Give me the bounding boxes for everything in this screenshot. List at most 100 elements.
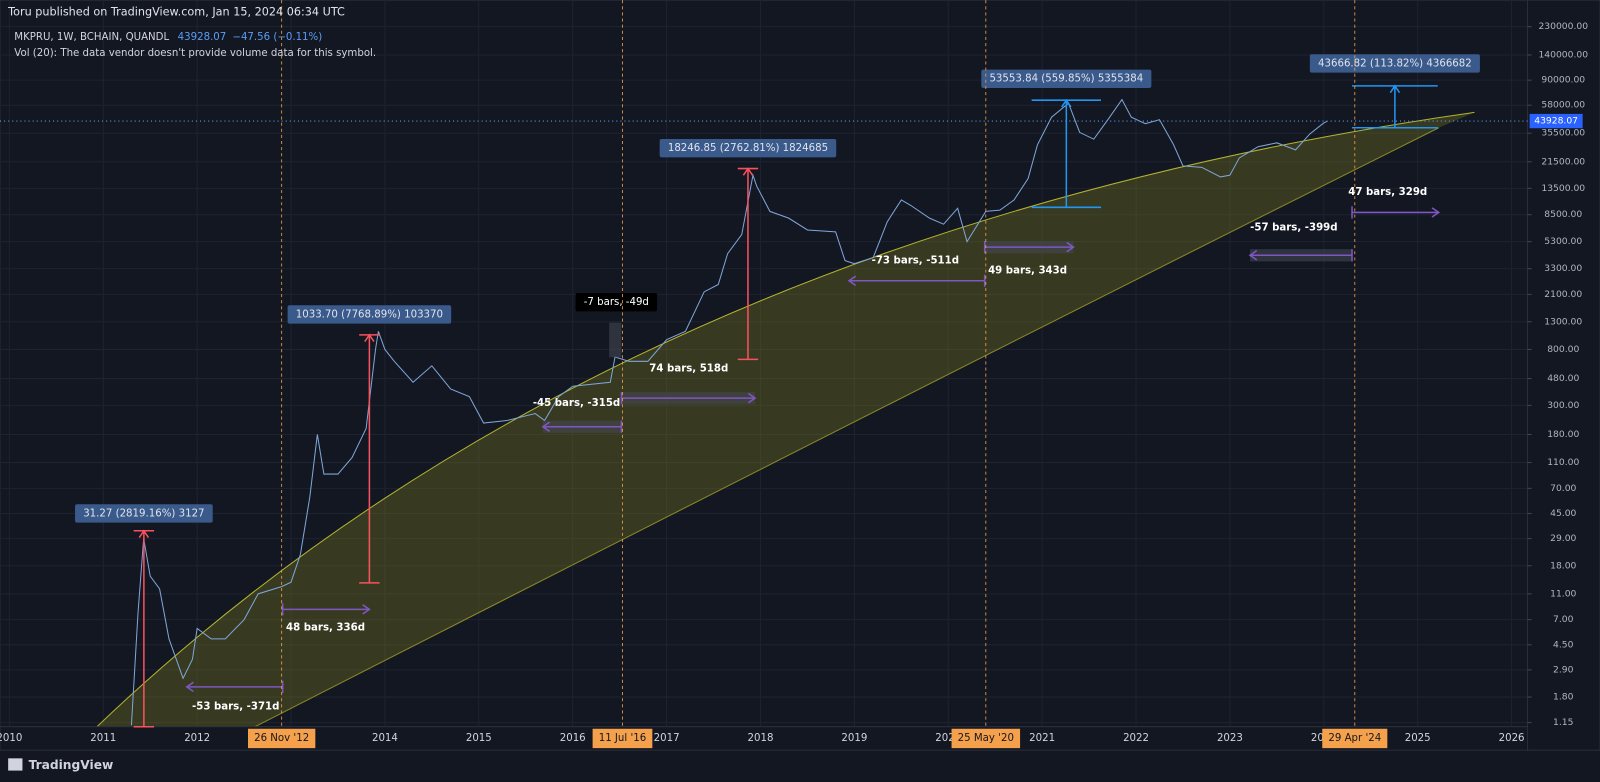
brand-logo	[8, 758, 23, 771]
band-upper	[96, 111, 1475, 728]
time-annotation: 48 bars, 336d	[286, 623, 365, 634]
y-tick-label: 480.00	[1547, 373, 1579, 384]
y-tick-label: 800.00	[1547, 344, 1579, 355]
price-annotation: 31.27 (2819.16%) 3127	[83, 508, 204, 519]
x-axis-panel	[0, 726, 1529, 751]
x-tick-label: 2010	[0, 733, 22, 744]
time-arrow-head	[362, 604, 371, 615]
time-arrow-head	[847, 275, 857, 287]
y-tick-label: 2.90	[1553, 664, 1574, 675]
x-tick-label: 2012	[184, 733, 210, 744]
range-arrow-head	[1389, 84, 1401, 94]
range-arrow-head	[138, 529, 150, 538]
time-annotation: -57 bars, -399d	[1250, 223, 1337, 234]
y-tick-label: 35500.00	[1541, 128, 1585, 139]
price-annotation-box	[287, 305, 452, 324]
x-tick-label: 2016	[560, 733, 586, 744]
price-annotation-box	[659, 138, 837, 158]
date-marker-box	[592, 728, 653, 749]
date-marker-label: 26 Nov '12	[254, 733, 309, 744]
grid	[0, 0, 1528, 727]
y-tick-label: 11.00	[1550, 588, 1576, 599]
header-change: −47.56 (−0.11%)	[232, 32, 322, 43]
y-tick-label: 180.00	[1547, 429, 1579, 440]
date-marker-box	[247, 728, 316, 749]
x-tick-label: 2025	[1405, 733, 1431, 744]
y-tick-label: 90000.00	[1541, 75, 1585, 86]
brand: TradingView	[29, 758, 114, 772]
y-tick-label: 8500.00	[1544, 209, 1582, 220]
time-annotation: -53 bars, -371d	[192, 701, 279, 712]
band-lower	[254, 127, 1440, 728]
volume-note: Vol (20): The data vendor doesn't provid…	[14, 48, 376, 59]
y-tick-label: 1.80	[1553, 692, 1574, 703]
x-tick-label: 2015	[466, 733, 492, 744]
y-tick-label: 140000.00	[1538, 49, 1588, 60]
x-tick-label: 2026	[1499, 733, 1525, 744]
last-price-box	[1529, 113, 1583, 129]
y-tick-label: 5300.00	[1544, 236, 1582, 247]
time-annotation: 49 bars, 343d	[988, 266, 1067, 277]
y-tick-label: 21500.00	[1541, 156, 1585, 167]
time-arrow-head	[541, 421, 551, 432]
x-tick-label: 2017	[654, 733, 680, 744]
y-tick-label: 230000.00	[1538, 21, 1588, 32]
x-tick-label: 2023	[1217, 733, 1243, 744]
time-arrow-head	[1248, 250, 1258, 261]
time-annotation-box	[575, 293, 658, 312]
time-annotation: -7 bars, -49d	[584, 297, 649, 308]
last-price-label: 43928.07	[1534, 116, 1578, 127]
symbol: MKPRU, 1W, BCHAIN, QUANDL	[14, 32, 169, 43]
y-tick-label: 3300.00	[1544, 263, 1582, 274]
time-annotation: 74 bars, 518d	[649, 364, 728, 375]
range-arrow-head	[364, 333, 375, 343]
x-tick-label: 2014	[372, 733, 398, 744]
x-tick-label: 2020	[935, 733, 961, 744]
x-tick-label: 2018	[748, 733, 774, 744]
date-marker-box	[951, 728, 1021, 749]
x-tick-label: 2019	[841, 733, 867, 744]
range-arrow-head	[742, 167, 754, 176]
band-fill	[96, 112, 1475, 727]
time-annotation: -45 bars, -315d	[533, 398, 620, 409]
date-marker-label: 11 Jul '16	[599, 733, 647, 744]
date-marker-label: 25 May '20	[958, 733, 1014, 744]
publisher: Toru published on TradingView.com, Jan 1…	[7, 5, 345, 18]
price-annotation-box	[1309, 54, 1480, 73]
y-tick-label: 1300.00	[1544, 316, 1582, 327]
y-tick-label: 4.50	[1553, 639, 1574, 650]
time-annotation: -73 bars, -511d	[872, 255, 959, 266]
y-tick-label: 45.00	[1550, 508, 1576, 519]
y-tick-label: 7.00	[1553, 614, 1574, 625]
y-tick-label: 2100.00	[1544, 289, 1582, 300]
header-price: 43928.07	[178, 32, 227, 43]
band	[96, 111, 1475, 728]
price-annotation: 18246.85 (2762.81%) 1824685	[668, 143, 828, 154]
time-arrow-head	[1431, 207, 1441, 218]
time-annotation: 47 bars, 329d	[1348, 187, 1427, 198]
y-tick-label: 18.00	[1550, 560, 1576, 571]
y-tick-label: 1.15	[1553, 717, 1574, 728]
time-range	[609, 322, 622, 358]
price-annotation: 43666.82 (113.82%) 4366682	[1318, 58, 1472, 69]
date-marker-box	[1322, 728, 1388, 749]
x-tick-label: 2011	[90, 733, 116, 744]
price-annotation: 1033.70 (7768.89%) 103370	[296, 309, 443, 320]
price-annotation-box	[75, 504, 213, 523]
y-tick-label: 70.00	[1550, 483, 1576, 494]
y-tick-label: 300.00	[1547, 400, 1579, 411]
main: 230000.00 140000.00 90000.00 58000.00 35500.…	[0, 0, 1600, 751]
range-arrow-head	[1061, 98, 1072, 108]
price-annotation-box	[981, 69, 1152, 88]
y-tick-label: 29.00	[1550, 533, 1576, 544]
price-annotation: 53553.84 (559.85%) 5355384	[989, 74, 1143, 85]
y-tick-label: 58000.00	[1541, 100, 1585, 111]
time-arrow-head	[747, 392, 757, 404]
date-marker-label: 29 Apr '24	[1328, 733, 1381, 744]
time-arrow-head	[1066, 241, 1075, 253]
x-tick-label: 2022	[1123, 733, 1149, 744]
price-line	[130, 98, 1328, 726]
x-tick-label: 2021	[1029, 733, 1055, 744]
